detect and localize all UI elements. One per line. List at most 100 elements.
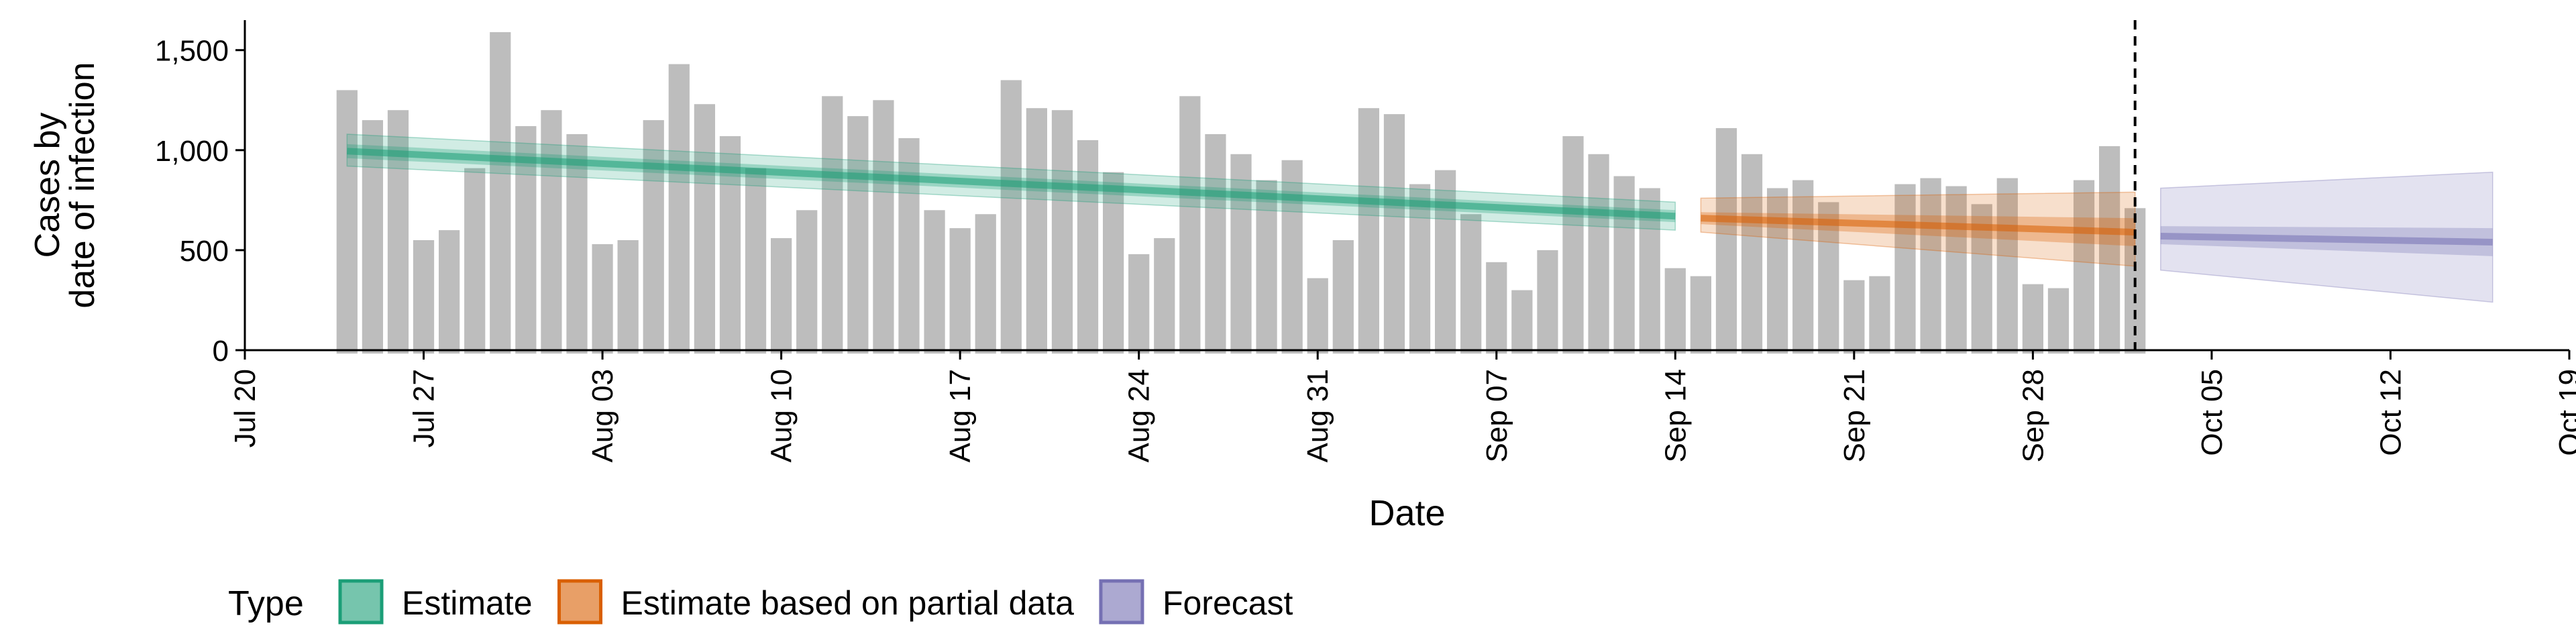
- case-bar: [1128, 254, 1150, 354]
- x-tick-label: Sep 28: [2017, 369, 2049, 462]
- x-tick-label: Aug 03: [586, 369, 619, 462]
- case-bar: [464, 168, 486, 354]
- axes: 0 500 1,000 1,500 Jul 20 Jul 27 Aug 03 Aug 10 A…: [155, 20, 2576, 462]
- case-bar: [1230, 154, 1252, 354]
- legend-items: Estimate Estimate based on partial data Fo…: [338, 579, 1293, 625]
- case-bar: [1103, 172, 1124, 354]
- x-tick-label: Oct 05: [2196, 369, 2229, 456]
- y-ticks: 0 500 1,000 1,500: [155, 35, 245, 368]
- x-tick-label: Aug 17: [944, 369, 977, 462]
- case-bar: [1843, 280, 1865, 354]
- case-bar: [1664, 268, 1686, 354]
- y-tick-label: 1,500: [155, 35, 229, 68]
- case-bar: [1741, 154, 1763, 354]
- y-axis-label-line-1: Cases by: [28, 113, 67, 258]
- case-bar: [898, 138, 920, 354]
- case-bar: [1281, 160, 1303, 354]
- case-bar: [1767, 188, 1788, 354]
- case-bar: [439, 230, 460, 354]
- x-ticks: Jul 20 Jul 27 Aug 03 Aug 10 Aug 17 Aug 24 Aug …: [229, 350, 2576, 462]
- case-bar: [541, 110, 562, 354]
- case-bar: [2022, 284, 2043, 354]
- median-line: [347, 148, 1676, 220]
- case-bar: [1562, 136, 1584, 354]
- case-bar: [490, 32, 511, 354]
- estimate-bands: [346, 133, 2493, 303]
- case-bar: [1307, 278, 1328, 354]
- case-bar: [362, 120, 383, 354]
- case-bar: [413, 240, 435, 354]
- legend-item: Forecast: [1099, 579, 1293, 625]
- case-bar: [694, 104, 715, 354]
- case-bar: [1026, 108, 1047, 354]
- case-bar: [1511, 290, 1533, 354]
- case-bar: [745, 168, 767, 354]
- case-bar: [1154, 238, 1175, 354]
- case-bar: [1179, 96, 1201, 354]
- case-bar: [1332, 240, 1354, 354]
- case-bar: [796, 210, 818, 354]
- case-bar: [1588, 154, 1609, 354]
- x-tick-label: Jul 20: [229, 369, 262, 447]
- case-bar: [1383, 114, 1405, 354]
- case-bar: [1486, 262, 1507, 354]
- case-bar: [873, 100, 894, 354]
- x-tick-label: Oct 12: [2374, 369, 2407, 456]
- case-bar: [1537, 250, 1558, 354]
- case-bar: [1996, 178, 2018, 354]
- median-line: [2160, 233, 2493, 246]
- case-bar: [1077, 140, 1099, 354]
- legend-label: Estimate based on partial data: [621, 584, 1075, 622]
- legend-swatch: [1099, 579, 1144, 625]
- legend-title: Type: [228, 584, 304, 623]
- case-bar: [1435, 170, 1456, 354]
- case-bars: [336, 32, 2146, 354]
- x-tick-label: Aug 24: [1123, 369, 1156, 462]
- case-bar: [1869, 276, 1890, 354]
- case-bar: [1358, 108, 1379, 354]
- legend-item: Estimate: [338, 579, 533, 625]
- case-bar: [2047, 288, 2070, 354]
- case-bar: [847, 116, 869, 354]
- case-bar: [1818, 202, 1839, 354]
- case-bar: [515, 126, 537, 354]
- case-bar: [592, 244, 613, 354]
- case-bar: [1256, 180, 1277, 354]
- legend-swatch: [557, 579, 603, 625]
- median-line: [1701, 215, 2135, 236]
- case-bar: [1409, 184, 1431, 354]
- case-bar: [1000, 80, 1022, 354]
- legend-swatch: [338, 579, 384, 625]
- case-bar: [336, 90, 358, 354]
- legend-label: Forecast: [1163, 584, 1293, 622]
- x-tick-label: Sep 07: [1481, 369, 1513, 462]
- case-bar: [2099, 146, 2121, 354]
- case-bar: [1690, 276, 1711, 354]
- x-tick-label: Sep 14: [1659, 369, 1692, 462]
- case-bar: [1894, 184, 1916, 354]
- case-bar: [617, 240, 639, 354]
- y-tick-label: 0: [213, 335, 229, 368]
- y-axis-label-line-2: date of infection: [63, 62, 102, 308]
- x-tick-label: Jul 27: [408, 369, 441, 447]
- x-axis-label: Date: [1368, 493, 1445, 533]
- case-bar: [771, 238, 792, 354]
- case-bar: [924, 210, 945, 354]
- y-tick-label: 500: [180, 235, 229, 268]
- legend: Type Estimate Estimate based on partial d…: [228, 579, 1293, 625]
- case-bar: [949, 228, 971, 354]
- case-bar: [2073, 180, 2095, 354]
- y-tick-label: 1,000: [155, 135, 229, 168]
- x-tick-label: Aug 10: [765, 369, 798, 462]
- case-bar: [1715, 128, 1737, 354]
- legend-item: Estimate based on partial data: [557, 579, 1075, 625]
- case-bar: [643, 120, 664, 354]
- case-bar: [1920, 178, 1941, 354]
- x-tick-label: Sep 21: [1838, 369, 1871, 462]
- case-bar: [1945, 186, 1967, 354]
- legend-label: Estimate: [402, 584, 533, 622]
- case-bar: [1051, 110, 1073, 354]
- case-bar: [1205, 133, 1226, 354]
- case-bar: [1792, 180, 1814, 354]
